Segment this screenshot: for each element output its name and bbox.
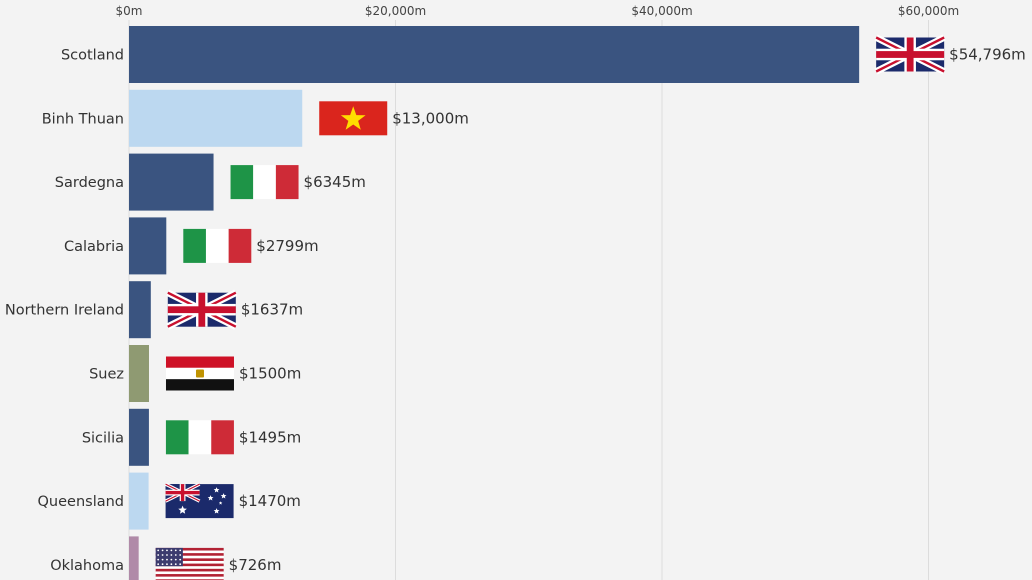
bar-row: Calabria $2799m xyxy=(64,217,319,275)
italy-flag-icon xyxy=(165,420,234,455)
italy-flag-icon xyxy=(230,165,299,200)
x-tick-label: $20,000m xyxy=(365,4,426,18)
bar xyxy=(129,89,303,147)
bar xyxy=(129,345,149,402)
category-label: Calabria xyxy=(64,239,124,255)
bar xyxy=(129,536,139,580)
egypt-flag-icon xyxy=(165,356,234,391)
category-label: Sicilia xyxy=(82,430,124,446)
value-label: $6345m xyxy=(304,173,366,191)
value-label: $13,000m xyxy=(392,109,469,127)
uk-flag-icon xyxy=(874,34,946,75)
bars: Scotland $54,796m Binh Thuan $13,000m Sardeg… xyxy=(5,26,1026,580)
value-label: $1637m xyxy=(241,301,303,319)
bar xyxy=(129,217,167,275)
bar-row: Northern Ireland $1637m xyxy=(5,281,303,339)
category-label: Sardegna xyxy=(55,175,124,191)
bar-row: Queensland $1470m xyxy=(38,472,301,530)
italy-flag-icon xyxy=(183,228,252,263)
bar-row: Sardegna $6345m xyxy=(55,153,366,211)
x-tick-label: $40,000m xyxy=(631,4,692,18)
x-tick-label: $60,000m xyxy=(898,4,959,18)
value-label: $2799m xyxy=(256,237,318,255)
bar xyxy=(129,281,151,339)
uk-flag-icon xyxy=(166,289,238,330)
category-label: Northern Ireland xyxy=(5,303,124,319)
category-label: Oklahoma xyxy=(50,558,124,574)
category-label: Queensland xyxy=(38,494,125,510)
bar-row: Sicilia $1495m xyxy=(82,408,301,466)
value-label: $54,796m xyxy=(949,46,1026,64)
vietnam-flag-icon xyxy=(319,101,388,136)
bar xyxy=(129,472,149,530)
category-label: Suez xyxy=(89,367,124,383)
bar xyxy=(129,153,214,211)
x-tick-label: $0m xyxy=(116,4,143,18)
bar-row: Scotland $54,796m xyxy=(61,26,1026,83)
value-label: $1495m xyxy=(239,428,301,446)
category-label: Scotland xyxy=(61,48,124,64)
usa-flag-icon xyxy=(155,547,224,580)
bar xyxy=(129,26,860,83)
category-label: Binh Thuan xyxy=(42,111,124,127)
x-axis-ticks: $0m $20,000m $40,000m $60,000m xyxy=(116,4,960,18)
value-label: $1470m xyxy=(239,492,301,510)
value-label: $1500m xyxy=(239,365,301,383)
australia-flag-icon xyxy=(164,482,234,519)
bar-row: Oklahoma $726m xyxy=(50,536,281,580)
bar-row: Binh Thuan $13,000m xyxy=(42,89,469,147)
value-label: $726m xyxy=(229,556,282,574)
bar xyxy=(129,408,149,466)
bar-row: Suez $1500m xyxy=(89,345,301,402)
